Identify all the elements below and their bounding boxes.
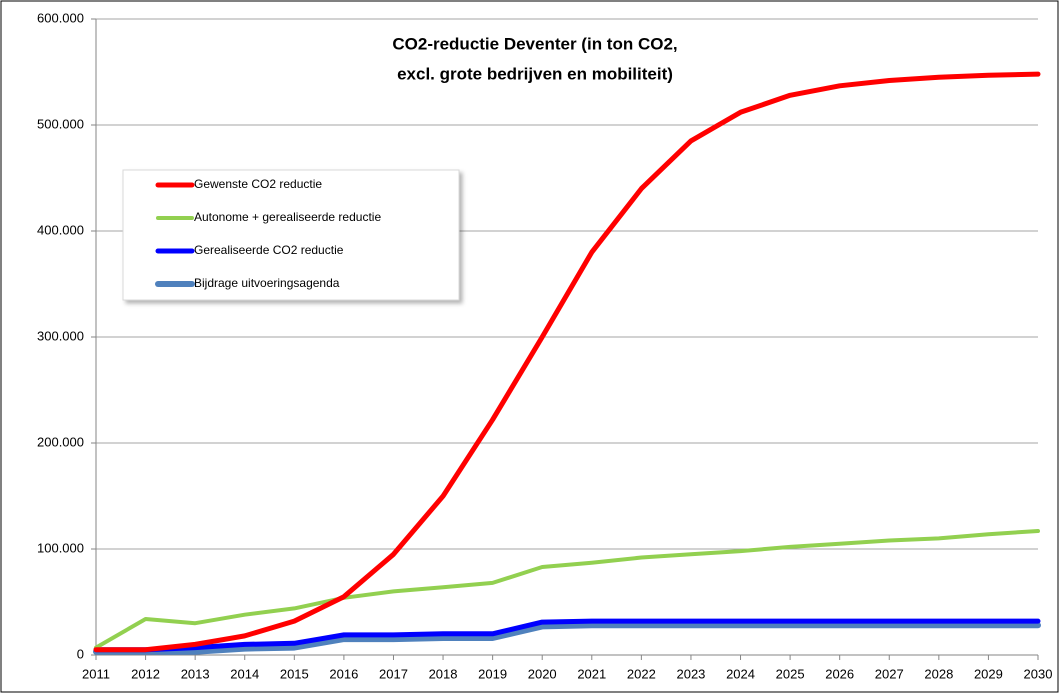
y-tick-label: 100.000 <box>37 540 84 555</box>
x-tick-label: 2021 <box>577 666 606 681</box>
series-line <box>93 618 1041 653</box>
x-tick-label: 2030 <box>1024 666 1053 681</box>
x-tick-label: 2015 <box>280 666 309 681</box>
x-tick-label: 2027 <box>875 666 904 681</box>
x-tick-label: 2029 <box>974 666 1003 681</box>
y-tick-label: 0 <box>77 646 84 661</box>
x-tick-label: 2025 <box>776 666 805 681</box>
legend-label: Gerealiseerde CO2 reductie <box>194 243 344 257</box>
x-tick-label: 2014 <box>230 666 259 681</box>
x-tick-label: 2022 <box>627 666 656 681</box>
x-tick-label: 2024 <box>726 666 755 681</box>
x-tick-label: 2011 <box>82 666 110 681</box>
y-tick-label: 500.000 <box>37 116 84 131</box>
chart-title: CO2-reductie Deventer (in ton CO2, <box>392 34 677 53</box>
x-tick-label: 2028 <box>924 666 953 681</box>
grid: 0 100.000 200.000 300.000 400.000 500.000 600.… <box>37 10 1052 681</box>
x-tick-label: 2017 <box>379 666 408 681</box>
x-tick-label: 2026 <box>825 666 854 681</box>
legend-box <box>122 169 460 301</box>
legend-label: Gewenste CO2 reductie <box>194 177 322 191</box>
x-tick-label: 2016 <box>329 666 358 681</box>
y-tick-label: 300.000 <box>37 328 84 343</box>
y-tick-label: 400.000 <box>37 222 84 237</box>
x-tick-label: 2019 <box>478 666 507 681</box>
x-tick-label: 2018 <box>429 666 458 681</box>
y-tick-label: 200.000 <box>37 434 84 449</box>
legend-label: Autonome + gerealiseerde reductie <box>194 210 381 224</box>
x-tick-label: 2013 <box>181 666 210 681</box>
chart-title: excl. grote bedrijven en mobiliteit) <box>397 64 673 83</box>
x-tick-label: 2020 <box>528 666 557 681</box>
series-line <box>93 71 1041 653</box>
legend-label: Bijdrage uitvoeringsagenda <box>194 276 340 290</box>
series-line <box>93 622 1041 655</box>
lines <box>93 71 1041 655</box>
legend: Gewenste CO2 reductie Autonome + gerealis… <box>122 169 460 301</box>
x-tick-label: 2012 <box>131 666 160 681</box>
y-tick-label: 600.000 <box>37 10 84 25</box>
x-tick-label: 2023 <box>676 666 705 681</box>
series-line <box>94 529 1040 650</box>
